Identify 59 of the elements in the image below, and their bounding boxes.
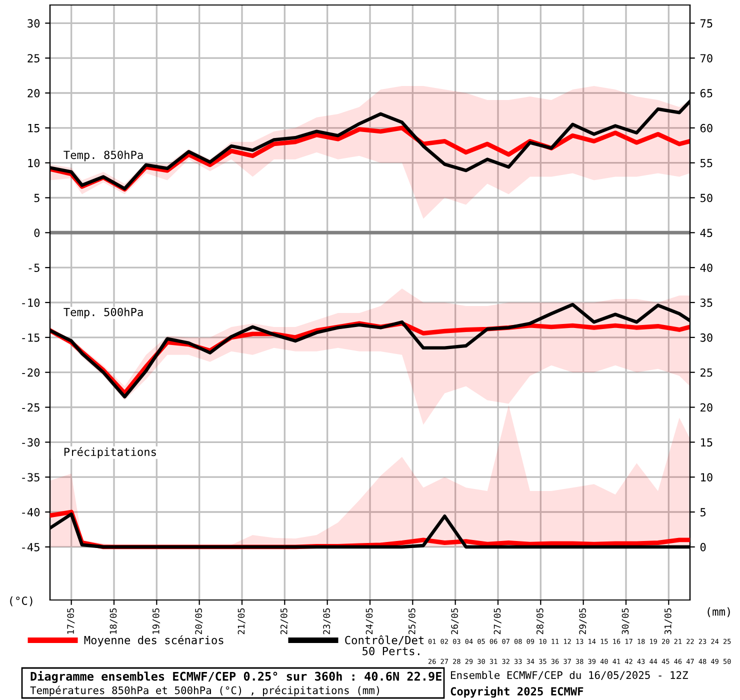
y-tick-label: -45 [22, 543, 40, 552]
y-axis-title: (°C) [10, 596, 32, 606]
y-tick-label: -5 [28, 264, 40, 272]
y-tick-label: -40 [22, 508, 40, 516]
x-tick-label: 18/05 [110, 608, 118, 634]
y-tick-label: 5 [34, 194, 40, 202]
y2-axis-title: (mm) [708, 607, 730, 618]
annotation: Temp. 500hPa [64, 308, 143, 318]
y-tick-label: -30 [22, 438, 40, 447]
y2-tick-label: 50 [700, 194, 712, 202]
y-tick-label: -35 [22, 473, 40, 482]
y2-tick-label: 5 [700, 508, 706, 516]
x-tick-label: 20/05 [195, 608, 203, 634]
y-tick-label: 10 [28, 158, 40, 168]
x-tick-label: 30/05 [622, 608, 630, 634]
y2-tick-label: 70 [700, 54, 712, 62]
y-tick-label: -20 [22, 368, 40, 377]
y-tick-label: -25 [22, 403, 40, 412]
x-tick-label: 23/05 [323, 608, 331, 634]
annotation: Précipitations [64, 447, 156, 458]
x-tick-label: 19/05 [152, 608, 160, 634]
y2-tick-label: 25 [700, 368, 712, 377]
x-tick-label: 21/05 [238, 608, 246, 634]
y2-tick-label: 0 [700, 542, 706, 552]
text: Diagramme ensembles ECMWF/CEP 0.25° sur 360h : 40.6N 22.9E [30, 670, 442, 684]
x-tick-label: 17/05 [67, 608, 75, 634]
y-tick-label: 25 [28, 54, 40, 62]
y-tick-label: 0 [34, 228, 40, 238]
x-tick-label: 27/05 [494, 608, 502, 634]
x-tick-label: 28/05 [536, 608, 544, 634]
text: Ensemble ECMWF/CEP du 16/05/2025 - 12Z [451, 670, 688, 680]
legend-label: Contrôle/Det [345, 635, 424, 646]
y2-tick-label: 35 [700, 298, 712, 307]
x-tick-label: 25/05 [408, 608, 416, 634]
y-tick-label: 15 [28, 124, 40, 132]
y2-tick-label: 40 [700, 264, 712, 272]
y2-tick-label: 60 [700, 124, 712, 132]
x-tick-label: 31/05 [664, 608, 672, 634]
y2-tick-label: 55 [700, 158, 712, 168]
text: 50 Perts. [362, 646, 420, 656]
x-tick-label: 22/05 [280, 608, 288, 634]
y2-tick-label: 30 [700, 333, 712, 342]
y-tick-label: -10 [22, 298, 40, 307]
x-tick-label: 26/05 [451, 608, 459, 634]
y2-tick-label: 45 [700, 228, 712, 238]
legend-label: Moyenne des scénarios [84, 635, 224, 646]
x-tick-label: 24/05 [366, 608, 374, 634]
y2-tick-label: 20 [700, 403, 712, 412]
y-tick-label: 20 [28, 88, 40, 98]
x-tick-label: 29/05 [579, 608, 587, 634]
annotation: Temp. 850hPa [64, 150, 143, 162]
y2-tick-label: 65 [700, 88, 712, 98]
y-tick-label: 30 [28, 19, 40, 28]
y2-tick-label: 10 [701, 473, 712, 482]
text: Températures 850hPa et 500hPa (°C) , précipitations (mm) [30, 686, 380, 696]
y2-tick-label: 75 [700, 19, 712, 28]
y-tick-label: -15 [22, 334, 40, 342]
text: Copyright 2025 ECMWF [450, 686, 584, 698]
y2-tick-label: 15 [701, 438, 712, 447]
